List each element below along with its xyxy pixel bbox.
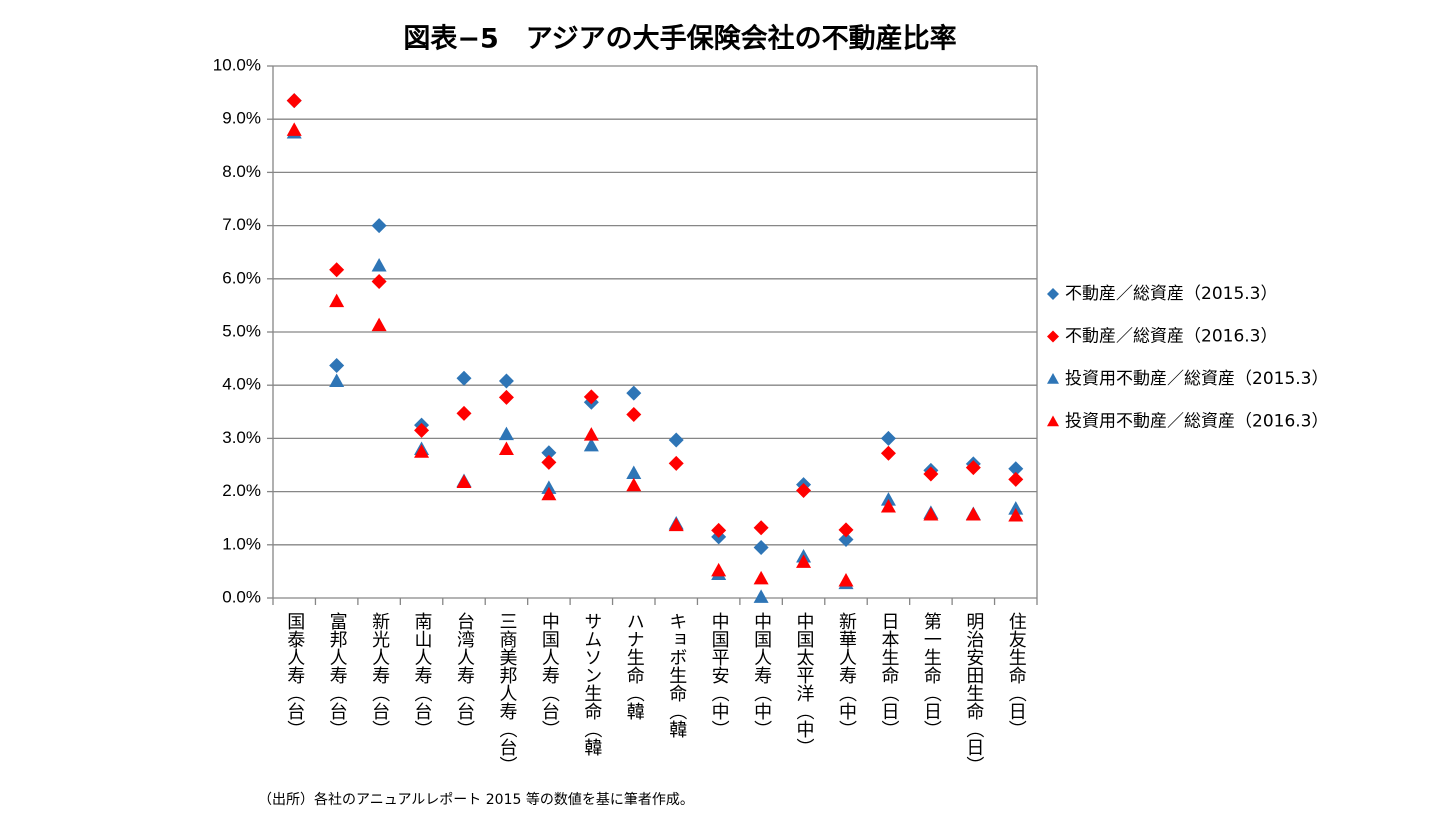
marker <box>668 432 684 448</box>
x-tick-label: 富邦人寿（台） <box>327 612 348 738</box>
marker <box>329 373 345 387</box>
marker <box>456 474 472 489</box>
marker <box>583 437 599 452</box>
marker <box>371 258 387 272</box>
y-tick-label: 9.0% <box>222 109 261 128</box>
marker <box>286 122 302 136</box>
x-tick-label: 三商美邦人寿（台） <box>496 612 517 774</box>
marker <box>796 554 812 568</box>
y-tick-label: 2.0% <box>222 481 261 500</box>
x-tick-label: 台湾人寿（台） <box>454 612 475 738</box>
marker <box>838 522 854 538</box>
marker <box>286 93 302 109</box>
x-tick-label: 中国人寿（中） <box>751 612 772 738</box>
marker <box>329 262 345 278</box>
legend-marker <box>1047 288 1059 300</box>
marker <box>626 385 642 401</box>
x-tick-label: サムソン生命（韓 <box>581 612 602 756</box>
marker <box>965 506 981 521</box>
y-tick-label: 4.0% <box>222 375 261 394</box>
marker <box>498 389 514 405</box>
marker <box>414 444 430 458</box>
marker <box>753 539 769 555</box>
marker <box>541 445 557 461</box>
marker <box>753 520 769 536</box>
marker <box>626 406 642 422</box>
y-tick-label: 3.0% <box>222 428 261 447</box>
marker <box>668 455 684 471</box>
x-tick-label: 日本生命（日） <box>878 612 899 738</box>
marker <box>965 460 981 476</box>
marker <box>626 465 642 479</box>
marker <box>753 589 769 603</box>
x-tick-label: 南山人寿（台） <box>412 612 433 738</box>
legend-label: 投資用不動産／総資産（2016.3） <box>1065 412 1328 432</box>
marker <box>923 506 939 521</box>
marker <box>456 405 472 421</box>
marker <box>498 373 514 389</box>
marker <box>371 317 387 332</box>
y-tick-label: 7.0% <box>222 215 261 234</box>
x-tick-label: 明治安田生命（日） <box>963 612 984 774</box>
marker <box>668 517 684 532</box>
marker <box>796 483 812 499</box>
y-tick-label: 5.0% <box>222 321 261 340</box>
marker <box>583 427 599 441</box>
x-tick-label: ハナ生命（韓 <box>624 612 645 720</box>
legend-label: 投資用不動産／総資産（2015.3） <box>1065 369 1328 389</box>
marker <box>838 572 854 587</box>
marker <box>880 498 896 513</box>
marker <box>711 562 727 577</box>
marker <box>541 454 557 470</box>
marker <box>1008 508 1024 522</box>
chart-title: 図表−5 アジアの大手保険会社の不動産比率 <box>403 23 956 55</box>
legend-marker <box>1047 373 1059 384</box>
marker <box>541 486 557 501</box>
x-tick-label: 中国平安（中） <box>709 612 730 738</box>
x-tick-label: 中国太平洋（中） <box>794 612 815 756</box>
x-tick-label: 中国人寿（台） <box>539 612 560 738</box>
x-tick-label: 新華人寿（中） <box>836 612 857 738</box>
marker <box>371 218 387 234</box>
marker <box>414 422 430 438</box>
marker <box>880 492 896 506</box>
marker <box>838 531 854 547</box>
legend-marker <box>1047 415 1059 427</box>
marker <box>456 370 472 386</box>
y-tick-label: 6.0% <box>222 268 261 287</box>
marker <box>880 430 896 446</box>
marker <box>498 426 514 441</box>
source-note: （出所）各社のアニュアルレポート 2015 等の数値を基に筆者作成。 <box>258 791 694 808</box>
y-tick-label: 8.0% <box>222 162 261 181</box>
x-tick-label: 住友生命（日） <box>1006 612 1027 738</box>
y-tick-label: 10.0% <box>213 55 261 74</box>
legend-label: 不動産／総資産（2016.3） <box>1065 327 1277 347</box>
x-tick-label: 新光人寿（台） <box>369 612 390 738</box>
legend-label: 不動産／総資産（2015.3） <box>1065 284 1277 304</box>
y-tick-label: 0.0% <box>222 587 261 606</box>
marker <box>329 293 345 308</box>
marker <box>880 445 896 461</box>
x-tick-label: 第一生命（日） <box>921 612 942 738</box>
marker <box>711 522 727 538</box>
legend-marker <box>1047 330 1059 343</box>
x-tick-label: キョボ生命（韓 <box>666 612 687 738</box>
marker <box>1008 461 1024 477</box>
y-tick-label: 1.0% <box>222 534 261 553</box>
marker <box>1008 471 1024 487</box>
marker <box>753 570 769 585</box>
marker <box>329 358 345 374</box>
marker <box>371 273 387 289</box>
marker <box>626 477 642 492</box>
marker <box>583 389 599 405</box>
marker <box>923 466 939 482</box>
x-tick-label: 国泰人寿（台） <box>284 612 305 738</box>
marker <box>1008 501 1024 515</box>
marker <box>498 441 514 456</box>
